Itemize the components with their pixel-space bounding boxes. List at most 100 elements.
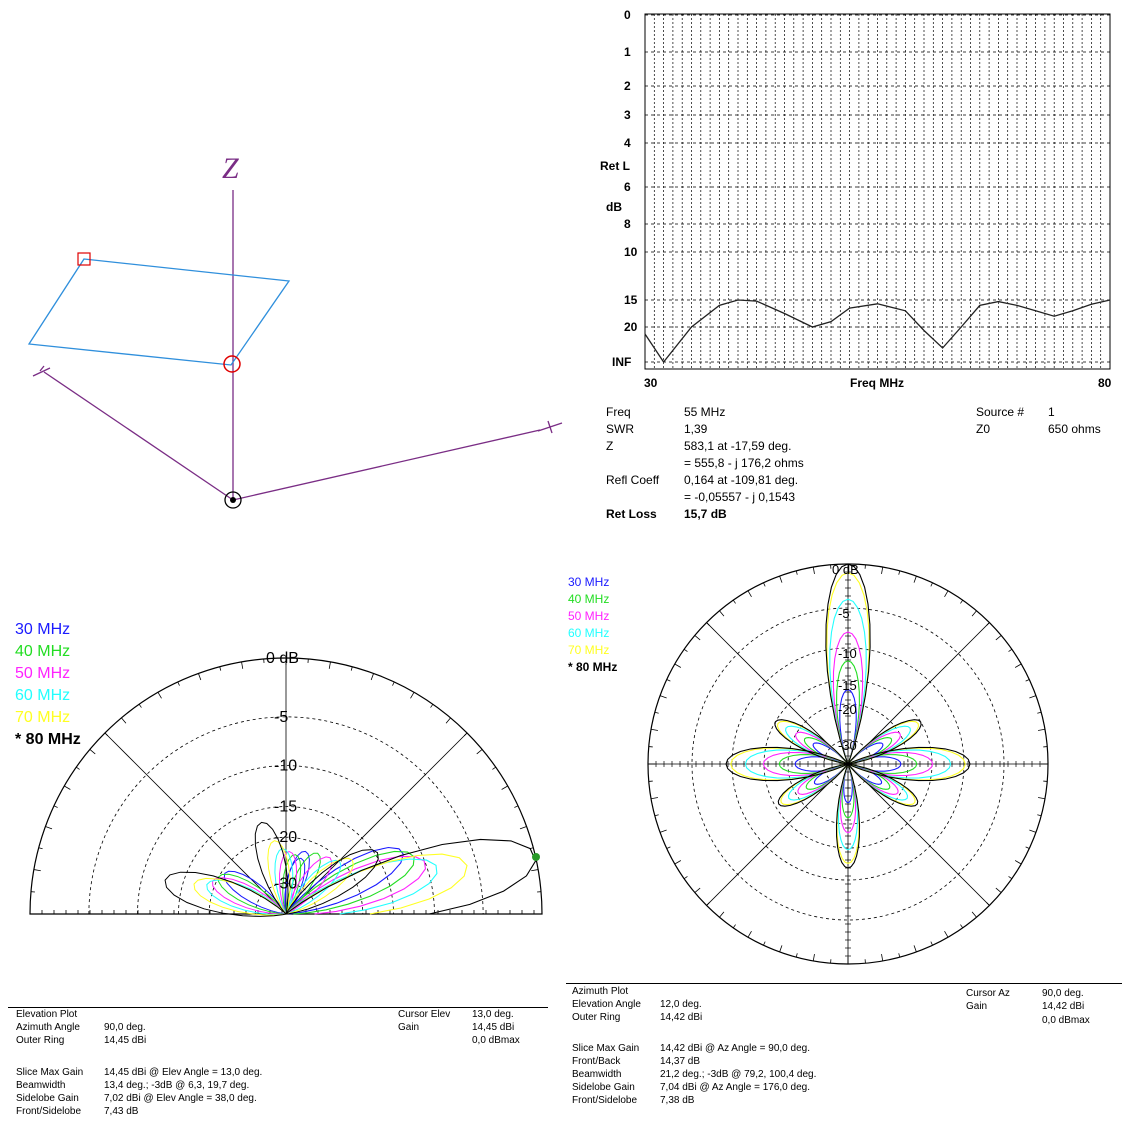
azimuth-tick — [763, 941, 766, 946]
az-info-ring-value: 14,42 dBi — [660, 1012, 703, 1023]
az-info-max-value: 14,42 dBi @ Az Angle = 90,0 deg. — [660, 1043, 810, 1054]
azimuth-tick — [1008, 648, 1013, 652]
azimuth-lobe — [774, 719, 849, 765]
azimuth-tick — [706, 902, 710, 906]
azimuth-tick — [659, 829, 667, 833]
az-info-max-label: Slice Max Gain — [572, 1043, 640, 1054]
azimuth-lobes — [725, 563, 971, 869]
elevation-tick — [241, 661, 244, 669]
source-label: Source # — [976, 405, 1025, 419]
elevation-tick — [198, 673, 202, 681]
azimuth-polar-plot: 0 dB -5 -10 -15 -20 -30 — [647, 562, 1049, 965]
azimuth-tick — [795, 570, 798, 575]
return-loss-chart: 0 1 2 3 4 6 8 10 15 20 INF Ret L dB 30 80 Freq MHz — [600, 8, 1112, 390]
elevation-tick — [219, 666, 222, 671]
swr-y-tick-label: 8 — [624, 217, 631, 231]
az-info-fs-value: 7,38 dB — [660, 1095, 695, 1106]
az-info-cursor-label: Cursor Az — [966, 988, 1010, 999]
azimuth-tick — [960, 924, 964, 929]
elevation-info-divider — [8, 1007, 548, 1008]
azimuth-tick — [1029, 829, 1037, 833]
azimuth-tick — [1025, 846, 1030, 849]
elev-info-cursor-value: 13,0 deg. — [472, 1009, 514, 1020]
azimuth-tick — [659, 695, 667, 699]
x-axis — [232, 429, 541, 501]
azimuth-tick — [747, 930, 752, 938]
refl-value-1: 0,164 at -109,81 deg. — [684, 473, 799, 487]
elevation-lobe-side — [164, 871, 287, 917]
swr-y-tick-label: 10 — [624, 245, 638, 259]
swr-y-tick-label: 0 — [624, 8, 631, 22]
elevation-legend-60: 60 MHz — [15, 687, 71, 704]
z-label: Z — [606, 439, 614, 453]
azimuth-tick — [683, 648, 688, 652]
z-value-2: = 555,8 - j 176,2 ohms — [684, 456, 804, 470]
elevation-ring-labels: 0 dB -5 -10 -15 -20 -30 — [266, 650, 299, 892]
elevation-ring — [88, 716, 484, 915]
y-axis — [43, 371, 234, 501]
elev-info-gain-label: Gain — [398, 1022, 420, 1033]
az-info-title: Azimuth Plot — [572, 986, 629, 997]
x-axis-label — [537, 420, 563, 434]
azimuth-tick — [944, 930, 949, 938]
retloss-label: Ret Loss — [606, 507, 657, 521]
elevation-tick — [370, 673, 374, 681]
elev-info-gain-value: 14,45 dBi — [472, 1022, 515, 1033]
y-axis-label — [32, 365, 51, 377]
azimuth-tick — [650, 797, 659, 800]
refl-label: Refl Coeff — [606, 473, 660, 487]
az-info-bw-label: Beamwidth — [572, 1069, 622, 1080]
elevation-tick — [104, 732, 109, 737]
elev-info-az-value: 90,0 deg. — [104, 1022, 146, 1033]
elevation-legend-70: 70 MHz — [15, 709, 71, 726]
elevation-tick — [445, 717, 451, 724]
azimuth-tick — [971, 610, 977, 617]
az-info-sl-label: Sidelobe Gain — [572, 1082, 635, 1093]
azimuth-tick — [986, 902, 990, 906]
elevation-lobe-side — [285, 856, 333, 915]
feed-source-marker — [223, 355, 241, 373]
elevation-lobe-main — [285, 838, 537, 915]
azimuth-lobe — [829, 598, 867, 765]
elevation-tick — [519, 826, 527, 830]
az-info-fb-label: Front/Back — [572, 1056, 621, 1067]
azimuth-tick — [666, 679, 671, 682]
azimuth-lobe — [836, 660, 860, 765]
elevation-ring-label: -15 — [274, 798, 297, 815]
return-loss-grid — [645, 14, 1110, 369]
elevation-lobes — [164, 821, 537, 917]
elevation-tick — [531, 869, 539, 872]
azimuth-tick — [1037, 797, 1046, 800]
azimuth-lobe — [780, 763, 849, 806]
azimuth-tick — [1025, 679, 1030, 682]
azimuth-tick — [995, 887, 1002, 893]
azimuth-tick — [1008, 876, 1013, 880]
return-loss-ylabel-2: dB — [606, 200, 622, 214]
elevation-ring-label: -20 — [274, 829, 297, 846]
elevation-tick — [514, 805, 519, 808]
return-loss-x-min: 30 — [644, 376, 658, 390]
elevation-tick — [53, 805, 58, 808]
elev-info-fs-label: Front/Sidelobe — [16, 1106, 82, 1117]
azimuth-tick — [1029, 695, 1037, 699]
swr-label: SWR — [606, 422, 634, 436]
azimuth-tick — [930, 941, 933, 946]
origin-marker — [224, 491, 242, 509]
azimuth-tick — [674, 860, 682, 865]
az-info-bw-value: 21,2 deg.; -3dB @ 79,2, 100,4 deg. — [660, 1069, 817, 1080]
azimuth-lobe — [777, 763, 849, 807]
azimuth-tick — [995, 635, 1002, 641]
source-value: 1 — [1048, 405, 1055, 419]
azimuth-tick — [747, 590, 752, 598]
azimuth-legend-70: 70 MHz — [568, 643, 610, 657]
azimuth-legend: 30 MHz 40 MHz 50 MHz 60 MHz 70 MHz * 80 … — [568, 574, 617, 676]
azimuth-tick — [898, 570, 901, 575]
elevation-legend-50: 50 MHz — [15, 665, 71, 682]
elev-info-sl-label: Sidelobe Gain — [16, 1093, 79, 1104]
azimuth-tick — [779, 575, 783, 583]
swr-y-tick-label: 2 — [624, 79, 631, 93]
azimuth-tick — [1037, 711, 1042, 714]
elevation-tick — [89, 749, 96, 755]
azimuth-info-divider — [566, 983, 1122, 984]
elev-info-ring-value: 14,45 dBi — [104, 1035, 147, 1046]
